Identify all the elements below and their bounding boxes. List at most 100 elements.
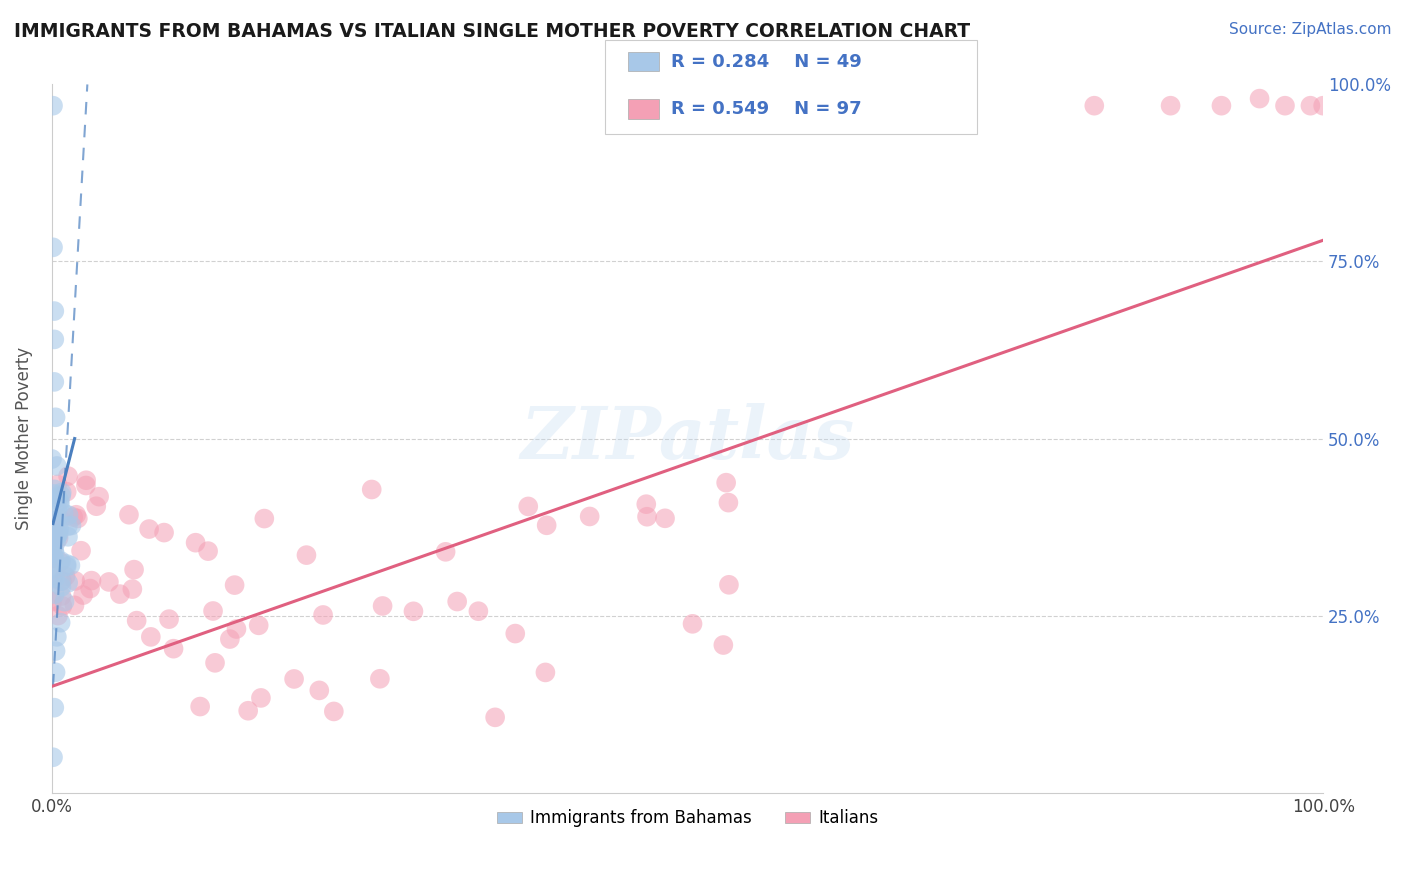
Point (157, 612, 180, 626)
Point (48, 531, 70, 545)
Point (368, 672, 391, 686)
Point (51, 589, 73, 603)
Point (41, 562, 63, 576)
Point (56, 469, 79, 483)
Point (125, 614, 148, 628)
Point (534, 665, 557, 680)
Point (467, 604, 489, 618)
Y-axis label: Single Mother Poverty: Single Mother Poverty (15, 347, 32, 530)
Point (49, 498, 72, 512)
Point (46, 529, 69, 543)
Point (42, 537, 65, 551)
Point (44, 332, 66, 346)
Point (49, 574, 72, 589)
Point (295, 548, 318, 562)
Point (682, 616, 704, 631)
Point (41, 573, 63, 587)
Point (45, 665, 67, 680)
Point (238, 704, 260, 718)
Point (55, 557, 77, 571)
Point (360, 483, 382, 497)
Point (56, 519, 79, 533)
Point (79, 582, 101, 596)
Point (62, 510, 84, 524)
Point (45, 630, 67, 644)
Point (253, 511, 276, 525)
Point (44, 546, 66, 560)
Point (44, 375, 66, 389)
Point (59, 558, 82, 573)
Point (45, 410, 67, 425)
Point (1211, 98, 1233, 112)
Text: Source: ZipAtlas.com: Source: ZipAtlas.com (1229, 22, 1392, 37)
Point (44, 571, 66, 585)
Point (45, 458, 67, 473)
Point (44, 483, 66, 497)
Point (247, 618, 270, 632)
Text: IMMIGRANTS FROM BAHAMAS VS ITALIAN SINGLE MOTHER POVERTY CORRELATION CHART: IMMIGRANTS FROM BAHAMAS VS ITALIAN SINGL… (14, 22, 970, 41)
Point (58, 508, 80, 523)
Point (1274, 98, 1296, 112)
Point (41, 528, 63, 542)
Point (46, 608, 69, 623)
Point (42, 530, 65, 544)
Point (218, 632, 240, 646)
Point (636, 509, 658, 524)
Point (578, 509, 600, 524)
Point (138, 522, 160, 536)
Point (42, 523, 65, 537)
Point (717, 578, 740, 592)
Point (48, 494, 70, 508)
Point (536, 518, 558, 533)
Point (1299, 98, 1322, 112)
Point (52, 506, 75, 520)
Point (711, 638, 734, 652)
Point (51, 574, 73, 588)
Point (41, 537, 63, 551)
Point (44, 700, 66, 714)
Point (41, 528, 63, 542)
Point (446, 594, 468, 608)
Point (225, 622, 247, 636)
Point (322, 705, 344, 719)
Point (122, 563, 145, 577)
Point (45, 644, 67, 658)
Point (197, 544, 219, 558)
Point (49, 555, 72, 569)
Point (48, 522, 70, 536)
Point (45, 513, 67, 527)
Point (41, 551, 63, 566)
Point (371, 599, 394, 613)
Point (75, 478, 97, 492)
Point (87, 490, 110, 504)
Point (55, 569, 77, 583)
Point (42, 750, 65, 764)
Point (41, 594, 63, 608)
Point (153, 525, 176, 540)
Point (51, 580, 73, 594)
Text: R = 0.284    N = 49: R = 0.284 N = 49 (671, 53, 862, 70)
Point (1160, 98, 1182, 112)
Point (184, 535, 207, 549)
Point (1083, 98, 1105, 112)
Point (42, 543, 65, 558)
Point (503, 626, 526, 640)
Point (636, 497, 658, 511)
Point (188, 699, 211, 714)
Point (42, 549, 65, 563)
Point (654, 511, 676, 525)
Point (41, 452, 63, 467)
Point (60, 518, 83, 533)
Point (108, 587, 131, 601)
Point (42, 551, 65, 566)
Point (46, 503, 69, 517)
Point (162, 641, 184, 656)
Point (42, 240, 65, 254)
Point (517, 500, 540, 514)
Point (65, 574, 87, 588)
Point (80, 574, 103, 588)
Point (250, 690, 273, 705)
Point (46, 491, 69, 505)
Point (308, 683, 330, 698)
Point (63, 599, 86, 613)
